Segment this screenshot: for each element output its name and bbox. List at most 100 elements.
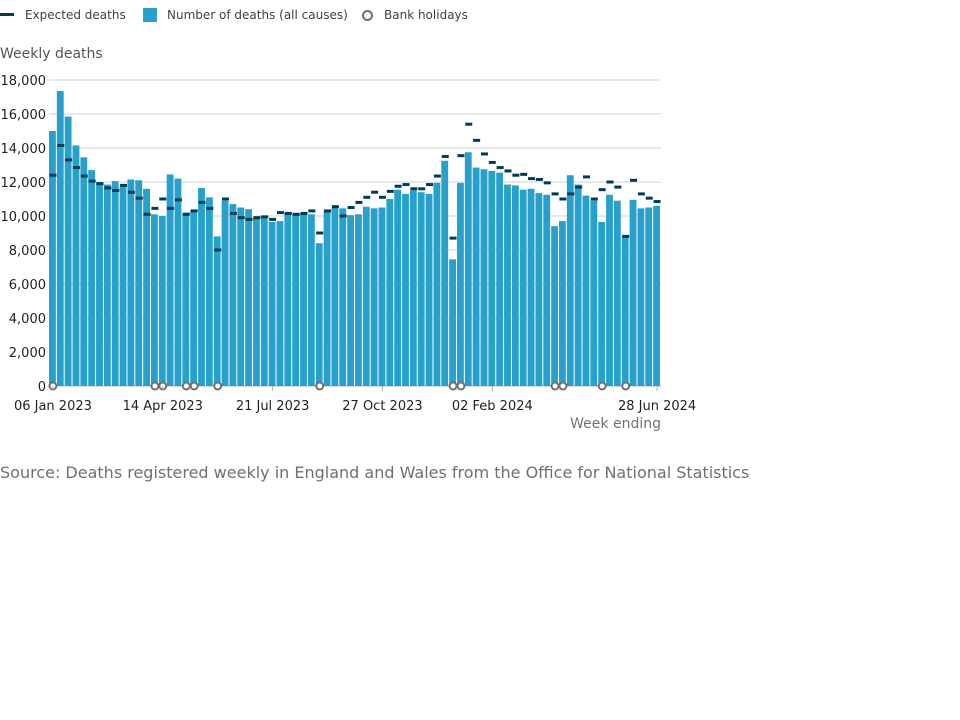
deaths-bar[interactable] (96, 182, 103, 386)
expected-deaths-marker[interactable] (598, 188, 606, 192)
deaths-bar[interactable] (653, 205, 660, 386)
deaths-bar[interactable] (88, 170, 96, 386)
expected-deaths-marker[interactable] (504, 169, 512, 173)
deaths-bar[interactable] (190, 210, 198, 386)
expected-deaths-marker[interactable] (637, 192, 645, 196)
deaths-bar[interactable] (409, 190, 417, 387)
expected-deaths-marker[interactable] (331, 205, 339, 209)
expected-deaths-marker[interactable] (182, 212, 190, 216)
expected-deaths-marker[interactable] (582, 175, 590, 179)
deaths-bar[interactable] (574, 184, 582, 386)
deaths-bar[interactable] (221, 200, 229, 386)
deaths-bar[interactable] (527, 188, 535, 386)
deaths-bar[interactable] (629, 199, 637, 386)
expected-deaths-marker[interactable] (167, 206, 175, 210)
expected-deaths-marker[interactable] (653, 200, 661, 204)
deaths-bar[interactable] (80, 157, 88, 386)
deaths-bar[interactable] (182, 212, 190, 386)
deaths-bar[interactable] (355, 214, 362, 386)
deaths-bar[interactable] (613, 200, 621, 386)
expected-deaths-marker[interactable] (135, 196, 143, 200)
deaths-bar[interactable] (621, 235, 629, 386)
expected-deaths-marker[interactable] (410, 187, 418, 191)
deaths-bar[interactable] (158, 216, 166, 386)
expected-deaths-marker[interactable] (426, 183, 434, 187)
expected-deaths-marker[interactable] (347, 206, 355, 209)
expected-deaths-marker[interactable] (520, 172, 528, 176)
deaths-bar[interactable] (347, 215, 354, 386)
expected-deaths-marker[interactable] (316, 231, 324, 235)
bank-holiday-marker[interactable] (150, 381, 160, 391)
expected-deaths-marker[interactable] (535, 177, 543, 181)
expected-deaths-marker[interactable] (480, 152, 488, 156)
expected-deaths-marker[interactable] (339, 214, 347, 218)
expected-deaths-marker[interactable] (198, 200, 206, 204)
deaths-bar[interactable] (151, 214, 158, 386)
expected-deaths-marker[interactable] (269, 217, 277, 221)
deaths-bar[interactable] (457, 182, 464, 386)
deaths-bar[interactable] (284, 212, 292, 386)
expected-deaths-marker[interactable] (127, 190, 135, 194)
deaths-bar[interactable] (511, 185, 519, 386)
deaths-bar[interactable] (127, 179, 135, 386)
deaths-bar[interactable] (559, 221, 566, 386)
deaths-bar[interactable] (245, 209, 252, 386)
deaths-bar[interactable] (433, 182, 441, 386)
deaths-bar[interactable] (464, 152, 472, 386)
deaths-bar[interactable] (237, 207, 245, 387)
expected-deaths-marker[interactable] (402, 183, 410, 187)
deaths-bar[interactable] (339, 208, 347, 386)
expected-deaths-marker[interactable] (237, 216, 245, 220)
expected-deaths-marker[interactable] (567, 192, 575, 196)
bank-holiday-marker[interactable] (189, 381, 199, 391)
expected-deaths-marker[interactable] (229, 211, 237, 215)
expected-deaths-marker[interactable] (575, 185, 583, 189)
deaths-bar[interactable] (103, 184, 111, 386)
deaths-bar[interactable] (198, 187, 205, 386)
deaths-bar[interactable] (300, 213, 307, 386)
expected-deaths-marker[interactable] (371, 190, 379, 194)
deaths-bar[interactable] (323, 210, 331, 386)
expected-deaths-marker[interactable] (473, 138, 481, 142)
expected-deaths-marker[interactable] (261, 215, 269, 219)
expected-deaths-marker[interactable] (528, 177, 536, 181)
expected-deaths-marker[interactable] (355, 200, 363, 204)
bank-holiday-marker[interactable] (621, 381, 631, 391)
expected-deaths-marker[interactable] (449, 236, 457, 240)
expected-deaths-marker[interactable] (120, 183, 128, 187)
deaths-bar[interactable] (166, 174, 174, 386)
deaths-bar[interactable] (135, 180, 143, 386)
expected-deaths-marker[interactable] (143, 212, 151, 216)
deaths-bar[interactable] (551, 226, 558, 386)
deaths-bar[interactable] (441, 160, 449, 386)
deaths-bar[interactable] (637, 208, 645, 386)
expected-deaths-marker[interactable] (253, 216, 261, 220)
deaths-bar[interactable] (229, 204, 237, 386)
deaths-bar[interactable] (64, 116, 72, 387)
deaths-bar[interactable] (417, 192, 425, 386)
deaths-bar[interactable] (543, 194, 551, 386)
deaths-bar[interactable] (504, 184, 511, 386)
deaths-bar[interactable] (111, 181, 119, 386)
deaths-bar[interactable] (49, 131, 56, 386)
expected-deaths-marker[interactable] (104, 186, 112, 190)
expected-deaths-marker[interactable] (394, 184, 402, 188)
expected-deaths-marker[interactable] (645, 196, 653, 200)
deaths-bar[interactable] (143, 188, 150, 386)
deaths-bar[interactable] (315, 243, 323, 386)
expected-deaths-marker[interactable] (559, 197, 567, 201)
expected-deaths-marker[interactable] (222, 197, 230, 201)
deaths-bar[interactable] (590, 200, 598, 386)
expected-deaths-marker[interactable] (606, 180, 614, 184)
deaths-bar[interactable] (386, 199, 394, 386)
expected-deaths-marker[interactable] (65, 158, 73, 162)
deaths-bar[interactable] (370, 208, 378, 386)
expected-deaths-marker[interactable] (614, 185, 622, 189)
bank-holiday-marker[interactable] (558, 381, 568, 391)
deaths-bar[interactable] (472, 167, 480, 386)
deaths-bar[interactable] (598, 221, 606, 386)
deaths-bar[interactable] (276, 221, 284, 386)
deaths-bar[interactable] (378, 207, 386, 387)
deaths-bar[interactable] (606, 194, 613, 386)
bank-holiday-marker[interactable] (550, 381, 560, 391)
